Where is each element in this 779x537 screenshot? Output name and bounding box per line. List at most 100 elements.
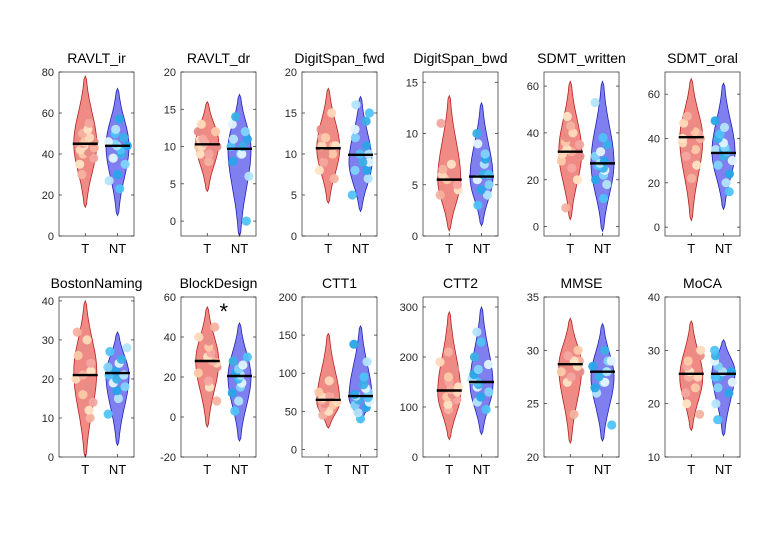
y-tick-label: 0 [170, 216, 176, 228]
data-point [204, 336, 214, 346]
data-point [350, 165, 360, 175]
data-point [112, 169, 123, 180]
x-category-label: T [81, 241, 89, 256]
data-point [602, 179, 612, 190]
x-category-label: T [445, 241, 453, 256]
data-point [724, 187, 734, 197]
data-point [324, 376, 334, 386]
data-point [194, 332, 204, 342]
data-point [562, 111, 572, 122]
x-category-label: T [203, 241, 211, 256]
data-point [484, 180, 494, 190]
panel-sdmt-oral: SDMT_oral 0 20 40 60 T NT [648, 50, 741, 256]
data-point [472, 327, 482, 337]
data-point [211, 127, 221, 137]
data-point [710, 116, 720, 126]
data-point [606, 356, 616, 366]
data-point [86, 358, 96, 368]
y-tick-label: 0 [291, 444, 297, 456]
data-point [80, 343, 90, 353]
data-point [203, 376, 214, 386]
x-category-label: NT [715, 241, 732, 256]
data-point [686, 173, 697, 183]
y-tick-label: 10 [42, 413, 54, 425]
data-point [363, 174, 373, 184]
data-point [120, 382, 130, 392]
y-tick-label: 60 [164, 292, 176, 304]
y-tick-label: 10 [406, 129, 418, 141]
data-point [327, 108, 337, 118]
data-point [713, 415, 723, 425]
data-point [227, 119, 237, 129]
y-tick-label: 60 [527, 81, 539, 93]
data-point [588, 361, 598, 371]
y-tick-label: 25 [527, 399, 539, 411]
data-point [561, 203, 571, 213]
data-point [237, 149, 247, 159]
data-point [325, 391, 335, 401]
data-point [82, 335, 92, 345]
data-point [111, 124, 121, 134]
data-point [103, 362, 113, 372]
data-point [436, 118, 446, 128]
data-point [242, 352, 252, 362]
data-point [438, 164, 448, 174]
data-point [77, 169, 87, 180]
data-point [476, 392, 486, 402]
data-point [86, 366, 96, 376]
data-point [320, 149, 330, 159]
data-point [567, 163, 577, 173]
data-point [713, 160, 723, 170]
data-point [84, 405, 94, 415]
axes-box [180, 71, 257, 237]
data-point [350, 389, 360, 400]
data-point [472, 128, 482, 139]
data-point [314, 387, 324, 397]
data-point [573, 345, 583, 355]
data-point [469, 352, 479, 362]
data-point [113, 393, 123, 404]
data-point [600, 377, 610, 387]
data-point [362, 165, 372, 175]
data-point [327, 383, 337, 393]
data-point [575, 140, 585, 150]
x-category-label: T [203, 462, 211, 477]
data-point [724, 169, 735, 179]
axes-box [301, 296, 378, 458]
x-category-label: NT [352, 462, 369, 477]
data-point [678, 133, 688, 144]
x-category-label: T [324, 462, 332, 477]
data-point [710, 345, 720, 355]
data-point [234, 396, 244, 406]
data-point [349, 339, 359, 349]
data-point [569, 409, 579, 419]
y-tick-label: 200 [279, 292, 297, 304]
data-point [473, 200, 483, 210]
data-point [350, 133, 360, 143]
data-point [591, 175, 601, 185]
y-tick-label: 40 [527, 128, 539, 140]
y-tick-label: 300 [400, 302, 418, 314]
data-point [84, 133, 95, 143]
data-point [78, 390, 88, 400]
data-point [727, 156, 737, 166]
data-point [435, 357, 445, 367]
y-tick-label: 20 [42, 374, 54, 386]
data-point [443, 347, 453, 357]
panel-blockdesign: BlockDesign -20 0 20 40 60 T NT * [160, 275, 257, 477]
data-point [196, 119, 206, 129]
data-point [195, 149, 205, 159]
data-point [318, 157, 329, 167]
panel-ctt1: CTT1 0 50 100 150 200 T NT [279, 275, 378, 477]
data-point [480, 149, 490, 159]
data-point [212, 396, 222, 406]
data-point [484, 387, 494, 397]
data-point [103, 137, 113, 147]
data-point [683, 356, 693, 366]
data-point [228, 156, 238, 167]
data-point [572, 175, 583, 185]
data-point [316, 124, 326, 134]
data-point [443, 399, 453, 410]
y-tick-label: 0 [291, 231, 297, 243]
